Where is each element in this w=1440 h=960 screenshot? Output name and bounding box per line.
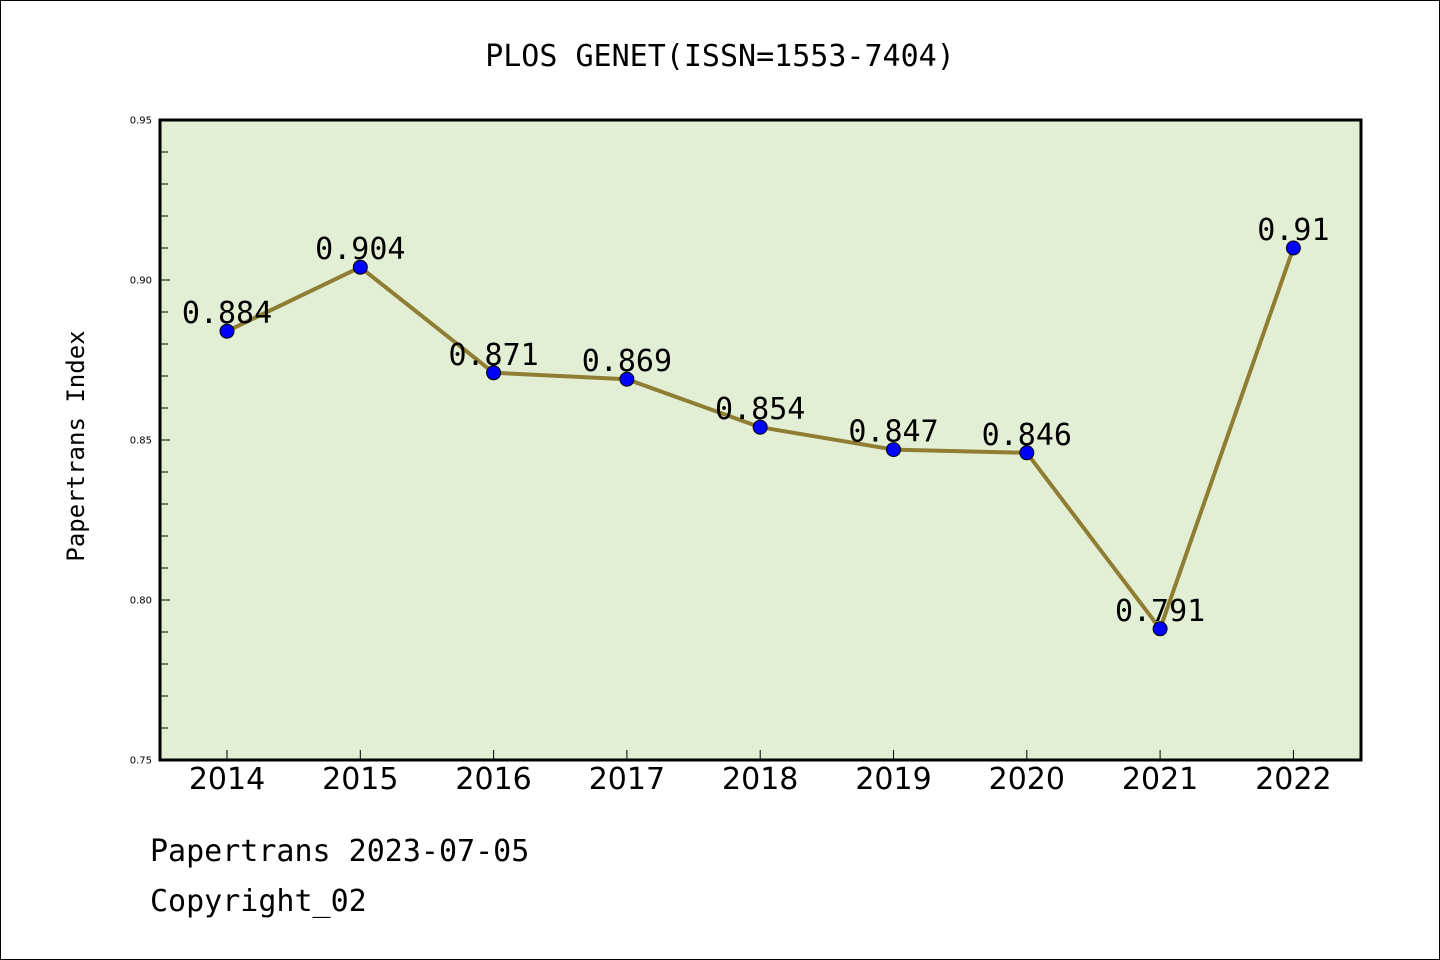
data-label: 0.869 xyxy=(582,344,672,379)
x-tick-label: 2015 xyxy=(322,762,398,797)
data-point xyxy=(619,371,635,387)
data-point xyxy=(886,442,901,458)
y-axis: 0.75 0.80 0.85 0.90 0.95 xyxy=(130,116,170,767)
data-label: 0.854 xyxy=(715,392,805,427)
x-tick-label: 2019 xyxy=(855,762,931,797)
x-tick-label: 2016 xyxy=(455,762,531,797)
y-tick-label: 0.90 xyxy=(130,276,152,287)
data-points xyxy=(219,240,1301,637)
x-tick-label: 2020 xyxy=(989,762,1065,797)
x-tick-label: 2018 xyxy=(722,762,798,797)
footer-source: Papertrans 2023-07-05 xyxy=(150,834,530,869)
y-tick-label: 0.95 xyxy=(130,116,152,127)
x-axis: 2014 2015 2016 2017 2018 2019 2020 2021 2022 xyxy=(189,750,1332,797)
y-tick-label: 0.75 xyxy=(130,756,152,767)
data-point xyxy=(352,259,368,275)
x-tick-label: 2017 xyxy=(589,762,665,797)
data-label: 0.871 xyxy=(448,338,538,373)
data-labels: 0.884 0.904 0.871 0.869 0.854 0.847 0.846 0.791… xyxy=(182,213,1330,629)
footer-copyright: Copyright_02 xyxy=(150,884,367,919)
data-point xyxy=(1285,240,1301,256)
x-tick-label: 2014 xyxy=(189,762,265,797)
data-label: 0.91 xyxy=(1257,213,1329,248)
data-label: 0.904 xyxy=(315,232,405,267)
chart-title: PLOS GENET(ISSN=1553-7404) xyxy=(485,39,955,74)
data-label: 0.846 xyxy=(982,418,1072,453)
data-point xyxy=(1152,621,1168,637)
data-label: 0.791 xyxy=(1115,594,1205,629)
data-label: 0.884 xyxy=(182,296,272,331)
data-label: 0.847 xyxy=(848,415,938,450)
x-tick-label: 2021 xyxy=(1122,762,1198,797)
data-point xyxy=(219,323,235,339)
y-tick-label: 0.80 xyxy=(130,596,152,607)
data-point xyxy=(486,365,502,381)
y-axis-label: Papertrans Index xyxy=(62,330,90,561)
x-tick-label: 2022 xyxy=(1255,762,1331,797)
data-point xyxy=(752,419,768,435)
data-point xyxy=(1019,445,1035,461)
plot-area xyxy=(158,118,1363,762)
y-tick-label: 0.85 xyxy=(130,436,152,447)
